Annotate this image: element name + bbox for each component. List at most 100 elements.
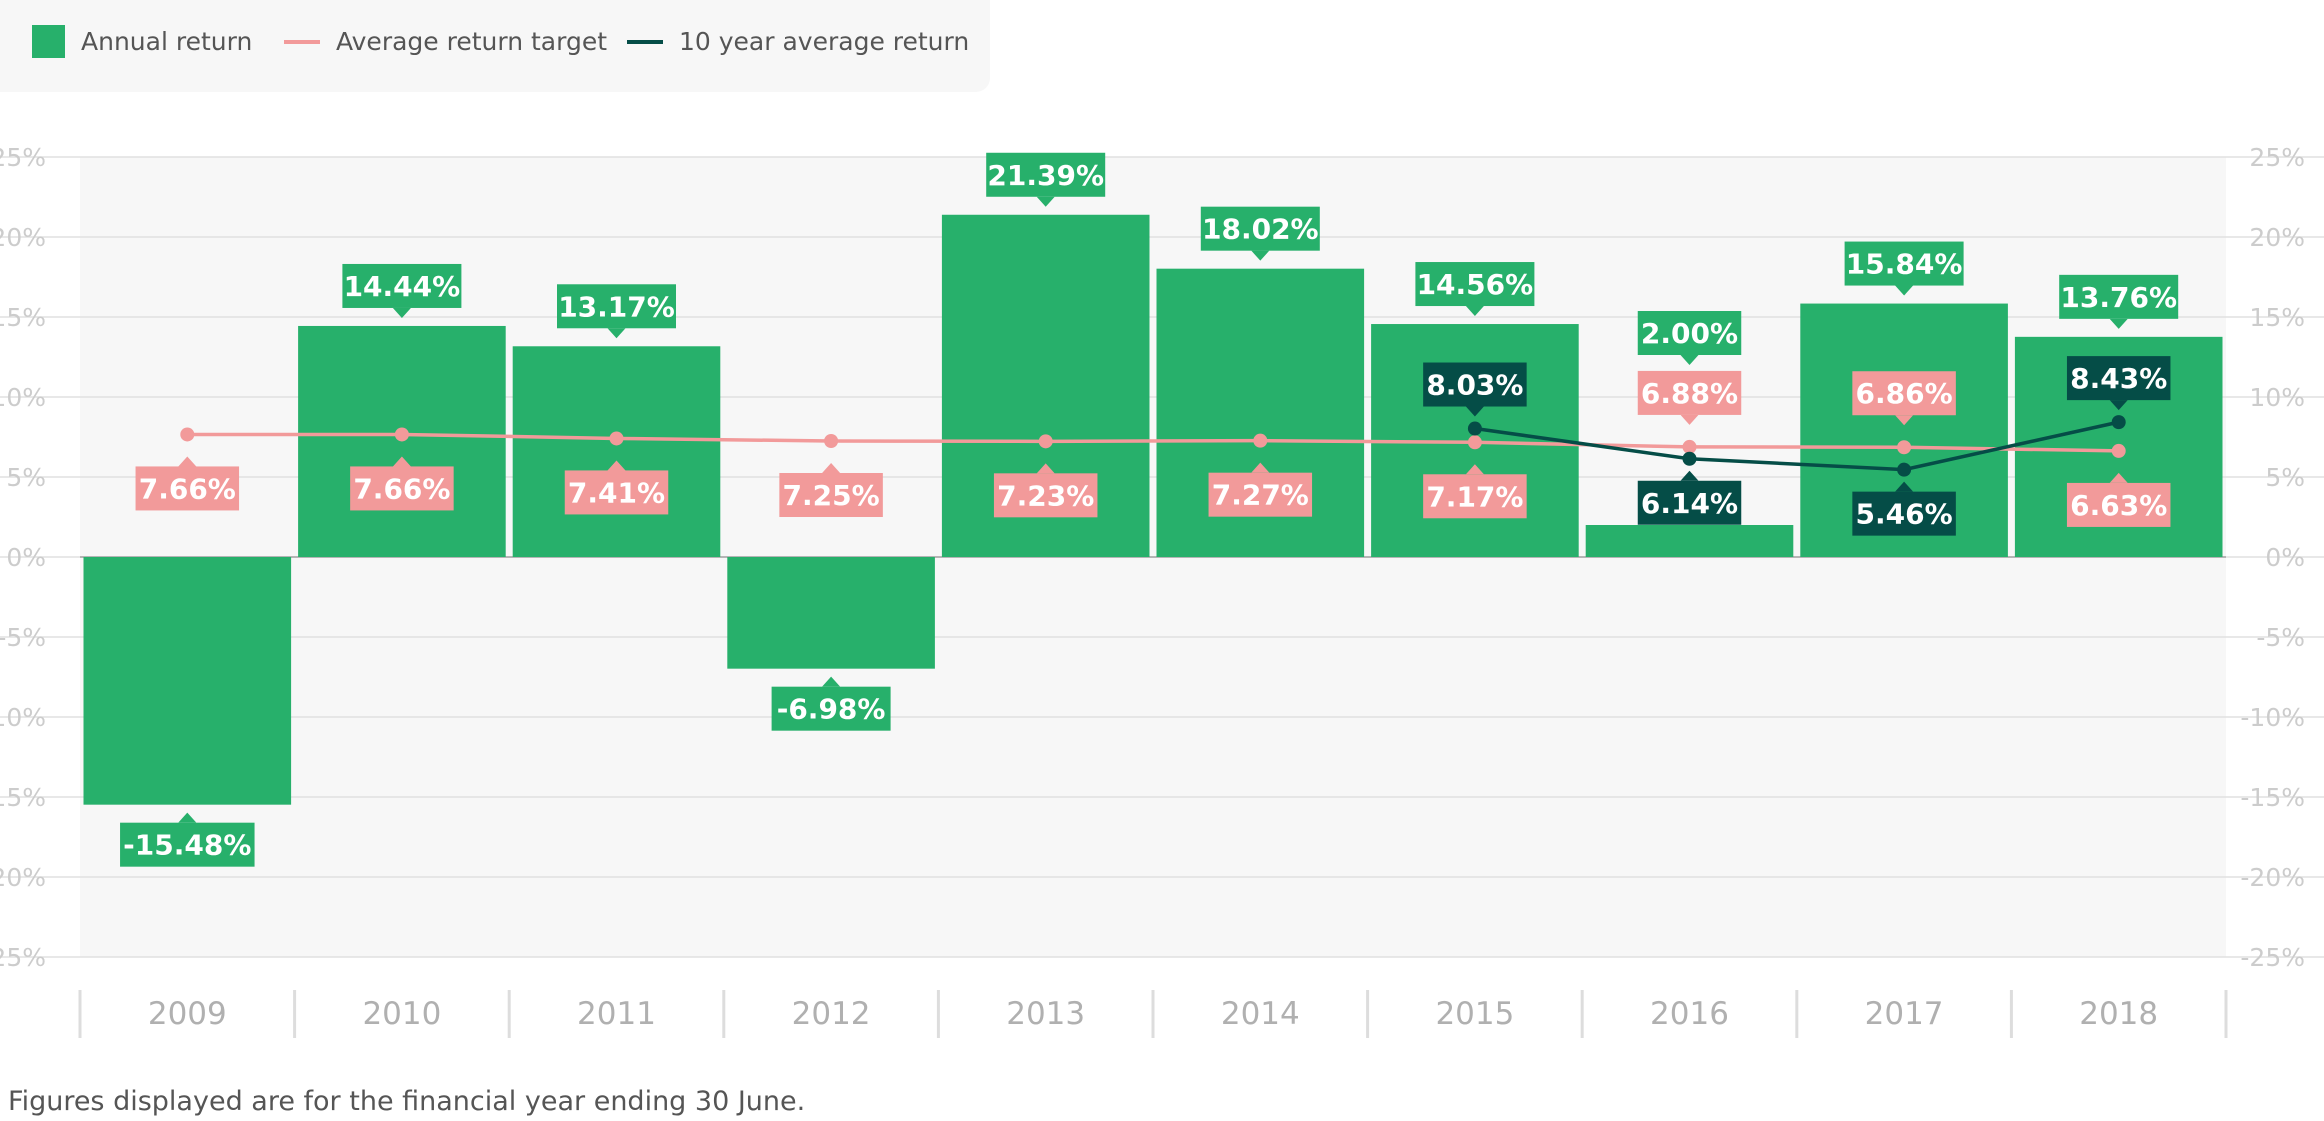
annual-return-data-label: -6.98% xyxy=(771,676,891,731)
bar-annual-return xyxy=(512,346,721,557)
x-tick-label: 2014 xyxy=(1221,996,1300,1032)
legend-label-average-return-target: Average return target xyxy=(336,27,608,56)
y-tick-label-right: -25% xyxy=(2240,943,2305,972)
chart-legend: Annual return Average return target 10 y… xyxy=(0,0,990,92)
average-return-target-point xyxy=(609,431,624,446)
svg-text:6.14%: 6.14% xyxy=(1641,487,1738,520)
legend-label-annual-return: Annual return xyxy=(81,27,253,56)
y-tick-label-right: 15% xyxy=(2249,303,2305,332)
average-return-target-data-label: 7.17% xyxy=(1423,464,1527,519)
annual-return-swatch xyxy=(32,24,65,58)
y-tick-label-left: 10% xyxy=(0,383,46,412)
x-tick-label: 2010 xyxy=(362,996,441,1032)
svg-text:6.86%: 6.86% xyxy=(1856,377,1953,410)
svg-text:21.39%: 21.39% xyxy=(987,159,1104,192)
svg-text:8.03%: 8.03% xyxy=(1426,369,1523,402)
svg-text:2.00%: 2.00% xyxy=(1641,317,1738,350)
10-year-average-return-point xyxy=(1682,451,1697,466)
x-tick-label: 2009 xyxy=(148,996,227,1032)
average-return-target-point xyxy=(1682,439,1697,454)
bar-annual-return xyxy=(727,557,935,669)
y-tick-label-left: -20% xyxy=(0,863,46,892)
10-year-average-return-data-label: 6.14% xyxy=(1637,470,1742,525)
annual-return-data-label: 18.02% xyxy=(1200,206,1320,261)
y-tick-label-right: 25% xyxy=(2249,143,2305,172)
average-return-target-point xyxy=(1038,434,1053,449)
average-return-target-point xyxy=(824,434,839,448)
10-year-average-return-swatch xyxy=(627,39,663,44)
average-return-target-data-label: 7.27% xyxy=(1208,462,1313,517)
svg-text:7.41%: 7.41% xyxy=(568,476,665,509)
legend-item-annual-return[interactable]: Annual return xyxy=(32,24,253,58)
svg-text:18.02%: 18.02% xyxy=(1202,213,1319,246)
svg-text:-6.98%: -6.98% xyxy=(777,693,886,726)
svg-text:14.44%: 14.44% xyxy=(344,270,461,303)
svg-text:7.66%: 7.66% xyxy=(353,472,450,505)
10-year-average-return-data-label: 8.03% xyxy=(1423,362,1527,417)
average-return-target-line xyxy=(187,432,2119,453)
legend-item-average-return-target[interactable]: Average return target xyxy=(284,27,607,56)
10-year-average-return-point xyxy=(1897,462,1912,477)
svg-text:13.17%: 13.17% xyxy=(558,290,675,323)
annual-return-chart: 25% 25% 20% 20% 15% 15% 10% 10% 5% 5% 0% 0% -5% -5% -1… xyxy=(0,143,2324,1038)
average-return-target-point xyxy=(2111,443,2126,458)
average-return-target-data-label: 7.66% xyxy=(350,456,454,511)
y-tick-label-left: 0% xyxy=(6,543,46,572)
y-tick-label-left: -10% xyxy=(0,703,46,732)
average-return-target-point xyxy=(1897,440,1912,455)
y-tick-label-left: 25% xyxy=(0,143,46,172)
average-return-target-swatch xyxy=(284,39,320,44)
y-tick-label-left: 20% xyxy=(0,223,46,252)
10-year-average-return-data-label: 8.43% xyxy=(2066,356,2171,411)
y-tick-label-right: 0% xyxy=(2265,543,2305,572)
average-return-target-point xyxy=(1467,435,1482,450)
average-return-target-data-label: 6.88% xyxy=(1637,370,1742,425)
y-tick-label-right: 10% xyxy=(2249,383,2305,412)
svg-text:7.25%: 7.25% xyxy=(783,479,880,512)
average-return-target-data-label: 7.66% xyxy=(135,456,240,511)
svg-text:7.23%: 7.23% xyxy=(997,479,1094,512)
average-return-target-data-label: 6.86% xyxy=(1852,371,1956,426)
svg-text:14.56%: 14.56% xyxy=(1417,268,1534,301)
average-return-target-point xyxy=(394,427,409,442)
y-tick-label-right: 20% xyxy=(2249,223,2305,252)
svg-text:5.46%: 5.46% xyxy=(1856,498,1953,531)
svg-text:7.17%: 7.17% xyxy=(1426,480,1523,513)
svg-text:15.84%: 15.84% xyxy=(1846,248,1963,281)
svg-text:6.63%: 6.63% xyxy=(2070,489,2167,522)
10-year-average-return-point xyxy=(2111,415,2126,430)
x-tick-label: 2012 xyxy=(792,996,871,1032)
average-return-target-point xyxy=(180,427,195,442)
y-tick-label-right: 5% xyxy=(2265,463,2305,492)
annual-return-data-label: 15.84% xyxy=(1844,241,1964,296)
x-tick-label: 2011 xyxy=(577,996,656,1032)
average-return-target-data-label: 7.41% xyxy=(564,460,669,515)
annual-return-data-label: 14.56% xyxy=(1415,262,1535,317)
bar-annual-return xyxy=(298,325,506,557)
10-year-average-return-line xyxy=(1474,420,2120,472)
x-tick-label: 2018 xyxy=(2079,996,2158,1032)
average-return-target-data-label: 7.25% xyxy=(779,463,883,517)
y-tick-label-left: -15% xyxy=(0,783,46,812)
bar-annual-return xyxy=(1585,525,1794,557)
y-tick-label-left: -25% xyxy=(0,943,46,972)
annual-return-data-label: 13.76% xyxy=(2059,274,2179,329)
average-return-target-data-label: 7.23% xyxy=(993,463,1098,518)
x-tick-label: 2017 xyxy=(1865,996,1944,1032)
legend-item-10-year-average-return[interactable]: 10 year average return xyxy=(627,27,969,56)
y-tick-label-left: 5% xyxy=(6,463,46,492)
average-return-target-point xyxy=(1253,433,1268,448)
svg-text:13.76%: 13.76% xyxy=(2060,281,2177,314)
bar-annual-return xyxy=(83,557,292,805)
svg-text:7.27%: 7.27% xyxy=(1212,479,1309,512)
svg-text:8.43%: 8.43% xyxy=(2070,362,2167,395)
10-year-average-return-data-label: 5.46% xyxy=(1852,481,1956,536)
annual-return-data-label: 21.39% xyxy=(986,152,1106,207)
svg-text:-15.48%: -15.48% xyxy=(123,829,251,862)
y-tick-label-right: -5% xyxy=(2256,623,2305,652)
x-tick-label: 2015 xyxy=(1435,996,1514,1032)
y-tick-label-right: -10% xyxy=(2240,703,2305,732)
annual-return-data-label: 2.00% xyxy=(1637,311,1742,365)
y-tick-label-right: -15% xyxy=(2240,783,2305,812)
svg-text:7.66%: 7.66% xyxy=(139,472,236,505)
